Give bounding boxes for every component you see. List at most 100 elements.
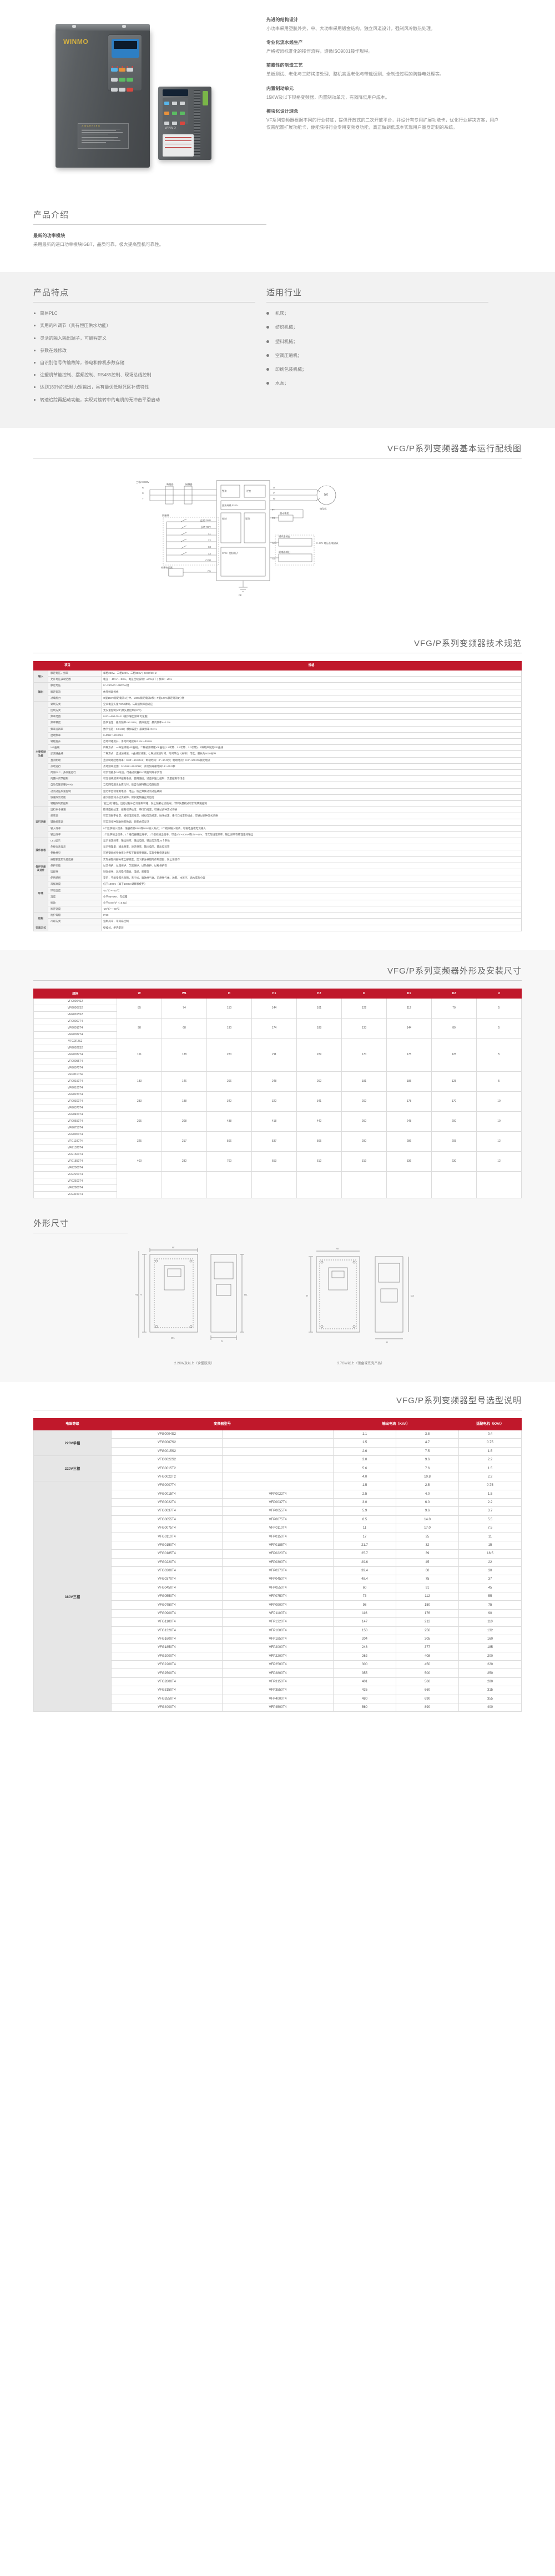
selection-cell: 300 [333,1660,396,1670]
features-title: 产品特点 [33,286,255,303]
hero-feature-item: 内置制动单元 15KW及以下规格变频器，内置制动单元，有效降低用户成本。 [266,85,390,100]
industry-item: 纺织机械； [266,324,500,330]
spec-key: 运行命令通道 [47,806,102,814]
spec-key: 加减速曲线 [47,750,102,758]
selection-cell: VFG0004S2 [111,1429,223,1439]
label-dc-bus: 直流母线 P1 P+ [222,503,239,507]
spec-value: 四种方式：一种恒转矩V/F曲线，二种递减转矩V/F曲线(1.2次幂、1.7次幂、… [101,744,522,752]
spec-key: 频率范围 [47,713,102,720]
selection-cell: 110 [458,1617,522,1627]
spec-value: 制动组件、远程操作面板、电缆、底座等 [101,868,522,876]
selection-cell: VFP1100T4 [222,1609,334,1619]
spec-value: 过流保护、过压保护、欠压保护、过热保护、过载保护等 [101,862,522,869]
selection-row: VFG0750T4 VFP0900T4 98 150 75 [34,1600,522,1610]
spec-value: 可实现数字给定、模拟电压给定、模拟电流给定、脉冲给定、串行口给定的组合，可通过多… [101,813,522,820]
dimension-model: VFG2200T4 [33,1171,117,1178]
spec-key: 额定电流 [47,688,102,695]
spec-value: 操作面板给定、控制端子给定、串行口给定，可通过多种方式切换 [101,806,522,814]
selection-cell: VFP2200T4 [222,1651,334,1661]
label-ao1: AO1 [272,542,277,545]
selection-cell: VFP2000T4 [222,1643,334,1652]
outline-caption-right: 3.7GW以上（钣金或铁壳产品） [337,1362,385,1365]
spec-key: 控制方式 [47,707,102,714]
dimension-value [251,1171,297,1198]
dimension-section: VFG/P系列变频器外形及安装尺寸 规格 W W1 H H1 H2 D D1 D2 d VFG00… [0,950,555,1209]
spec-key: 频率分辨率 [47,725,102,733]
spec-row: 输出端子 1个数字输出端子；1个继电器输出端子；1个模拟输出端子，可选0/4～20… [34,831,522,839]
selection-cell: 8.5 [333,1515,396,1525]
dimension-value: 286 [386,1131,432,1152]
brand-logo: WINMO [63,38,89,46]
selection-cell: 500 [396,1668,459,1678]
spec-key: 自动电压调整(AVR) [47,782,102,789]
label-fwd: 正转 FWD [200,518,211,522]
selection-header-cell: 变频器型号 [111,1418,334,1430]
spec-table-header-row: 项目 规格 [33,661,522,671]
dimension-value: 146 [162,1071,207,1092]
spec-key: 冷却方式 [47,918,102,925]
selection-row: VFG0007S2 1.5 4.7 0.75 [34,1438,522,1448]
spec-group-label: 安装方式 [33,924,48,931]
outline-mark-d1: D1 [244,1293,248,1296]
spec-row: 贮存温度 -20℃～+60℃ [34,906,522,913]
selection-cell: VFG0022T2 [111,1472,223,1482]
selection-cell: VFP0300T4 [222,1557,334,1567]
dimension-value: 319 [341,1151,387,1172]
label-v: V [273,492,275,495]
selection-cell: 2.2 [458,1455,522,1465]
spec-key: 频率源 [47,813,102,820]
selection-cell: VFP0055T4 [222,1506,334,1516]
selection-cell: 248 [333,1643,396,1652]
dimension-value [341,1171,387,1198]
selection-cell: 480 [333,1694,396,1703]
spec-group-label: 操作面板 [33,838,48,863]
label-supply: 三相AC380V [136,480,149,484]
selection-row: VFG0110T4 VFP0150T4 17 25 11 [34,1532,522,1541]
hero-feature-list: 先进的结构设计 小功率采用塑胶外壳，中、大功率采用钣金结构，独立风道设计，强制风… [266,12,500,199]
outline-mark-w1: W1 [171,1337,175,1339]
dimension-value [206,1171,252,1198]
selection-cell: 2.5 [333,1489,396,1499]
industry-item: 空调压缩机； [266,352,500,359]
dimension-value: 5 [476,1017,522,1039]
selection-header-cell: 适配电机（KVA） [458,1418,522,1430]
dimension-value [296,1171,342,1198]
selection-cell: 91 [396,1583,459,1593]
dimension-value: 438 [206,1111,252,1132]
dimension-value: 170 [341,1037,387,1072]
spec-value: "挖土机"特性，运行过程中自动限制转矩，防止频繁过流跳闸；闭环矢量模式可实现转矩… [101,800,522,808]
selection-cell: 17 [333,1532,396,1541]
keypad-display [112,39,139,58]
feature-item: 参数在线修改 [33,347,266,354]
selection-cell: VFG1320T4 [111,1626,223,1635]
label-pe: PE [239,594,242,597]
industries-title: 适用行业 [266,286,488,303]
dimension-header-cell: D2 [431,988,477,999]
spec-row: 输入端子 5个数字输入端子，兼容有源PNP或NPN输入方式；2个模拟输入端子，可做… [34,825,522,832]
spec-row: 内置PI调节控制 可方便构成闭环控制系统，使用便捷，适应于压力控制、流量控制等场合 [34,775,522,783]
selection-cell: 60 [333,1583,396,1593]
outline-mark-w-2: W [336,1247,339,1250]
small-inverter-unit: WINMO [158,87,211,160]
outline-mark-d-2: D [386,1341,389,1344]
label-pb: PB [272,517,275,520]
outline-mark-h1: H1 [135,1293,138,1296]
feature-item: 注塑机节能控制、摆频控制、RS485控制、现场总线控制 [33,372,266,378]
selection-cell: 48.4 [333,1575,396,1584]
dimension-value: 185 [386,1071,432,1092]
large-inverter-unit: WINMO [56,25,150,168]
selection-cell: VFP4500T4 [222,1702,334,1712]
outline-mark-h: H [140,1293,142,1296]
selection-cell: 15 [458,1540,522,1550]
dimension-model: VFG0550T4 [33,1117,117,1125]
label-w: W [273,497,275,500]
selection-cell: VFG0075T4 [111,1524,223,1533]
dimension-value: 260 [341,1111,387,1132]
dimension-model: VFG0055T4 [33,1057,117,1065]
selection-cell: VFG3150T4 [111,1686,223,1695]
selection-cell: 400 [458,1702,522,1712]
outline-mark-h-2: H [306,1294,308,1297]
dimension-table-body: VFG0004S2 85 74 150 144 161 122 112 70 5 VFG0007S2… [33,997,522,1198]
outline-svg-left: W H H1 D D1 W1 [135,1246,248,1343]
spec-group-label: 主要控制功能 [33,700,48,808]
